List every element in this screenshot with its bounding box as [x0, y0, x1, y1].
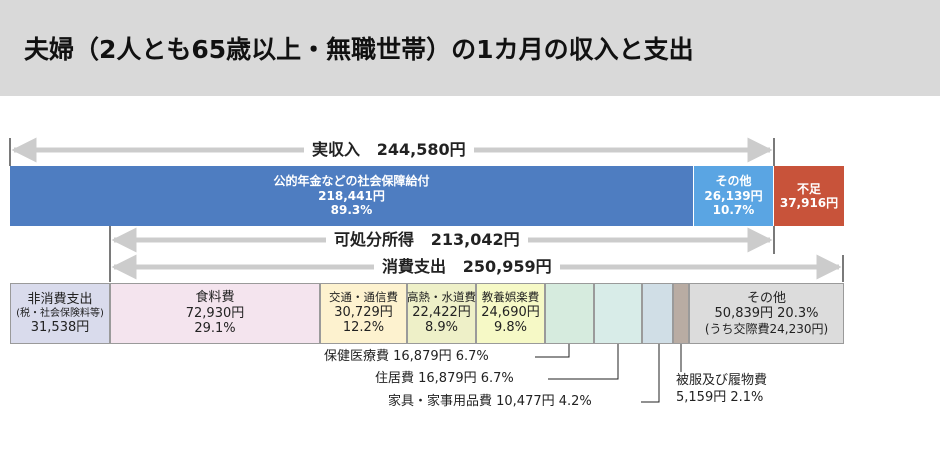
non-consumption-bar: 非消費支出 (税・社会保険料等) 31,538円 [10, 283, 110, 344]
entertainment-amount: 24,690円 [481, 304, 540, 320]
shortfall-bar: 不足 37,916円 [774, 166, 844, 226]
housing-callout: 住居費 16,879円 6.7% [375, 371, 514, 386]
furniture-callout: 家具・家事用品費 10,477円 4.2% [388, 394, 592, 409]
income-total-label: 実収入 244,580円 [304, 140, 474, 160]
other-income-percent: 10.7% [712, 203, 755, 218]
entertainment-label: 教養娯楽費 [481, 290, 540, 304]
other-spending-label: その他 [746, 290, 786, 306]
clothing-callout-value: 5,159円 2.1% [676, 390, 764, 405]
furniture-bar [642, 283, 673, 344]
medical-bar [545, 283, 594, 344]
transport-bar: 交通・通信費 30,729円 12.2% [320, 283, 407, 344]
food-percent: 29.1% [194, 321, 236, 337]
pension-percent: 89.3% [330, 203, 373, 218]
utilities-percent: 8.9% [424, 320, 459, 336]
transport-label: 交通・通信費 [329, 290, 398, 304]
title-banner: 夫婦（2人とも65歳以上・無職世帯）の1カ月の収入と支出 [0, 0, 940, 96]
transport-percent: 12.2% [342, 320, 385, 336]
other-spending-value: 50,839円 20.3% [714, 306, 819, 322]
other-spending-sub: (うち交際費24,230円) [704, 321, 829, 336]
other-income-bar: その他 26,139円 10.7% [694, 166, 774, 226]
transport-amount: 30,729円 [334, 304, 393, 320]
housing-bar [594, 283, 642, 344]
utilities-bar: 高熱・水道費 22,422円 8.9% [407, 283, 476, 344]
food-bar: 食料費 72,930円 29.1% [110, 283, 320, 344]
entertainment-percent: 9.8% [493, 320, 528, 336]
other-income-amount: 26,139円 [704, 188, 763, 203]
medical-callout: 保健医療費 16,879円 6.7% [324, 349, 489, 364]
entertainment-bar: 教養娯楽費 24,690円 9.8% [476, 283, 545, 344]
page-title: 夫婦（2人とも65歳以上・無職世帯）の1カ月の収入と支出 [24, 35, 694, 64]
non-consumption-amount: 31,538円 [30, 319, 90, 335]
disposable-income-label: 可処分所得 213,042円 [326, 230, 528, 250]
pension-label: 公的年金などの社会保障給付 [273, 174, 430, 189]
medical-leader [535, 344, 570, 358]
utilities-label: 高熱・水道費 [407, 290, 476, 304]
clothing-callout-label: 被服及び履物費 [676, 373, 768, 388]
housing-leader [548, 344, 619, 380]
utilities-amount: 22,422円 [412, 304, 471, 320]
food-amount: 72,930円 [185, 305, 245, 321]
pension-bar: 公的年金などの社会保障給付 218,441円 89.3% [10, 166, 694, 226]
non-consumption-sub: (税・社会保険料等) [16, 307, 104, 319]
shortfall-amount: 37,916円 [779, 196, 839, 210]
consumption-total-label: 消費支出 250,959円 [374, 257, 560, 277]
food-label: 食料費 [195, 290, 235, 306]
furniture-leader [641, 344, 660, 403]
shortfall-label: 不足 [796, 181, 821, 196]
non-consumption-label: 非消費支出 [27, 291, 93, 307]
clothing-bar [673, 283, 689, 344]
pension-amount: 218,441円 [318, 188, 385, 203]
other-income-label: その他 [715, 174, 752, 189]
other-spending-bar: その他 50,839円 20.3% (うち交際費24,230円) [689, 283, 844, 344]
